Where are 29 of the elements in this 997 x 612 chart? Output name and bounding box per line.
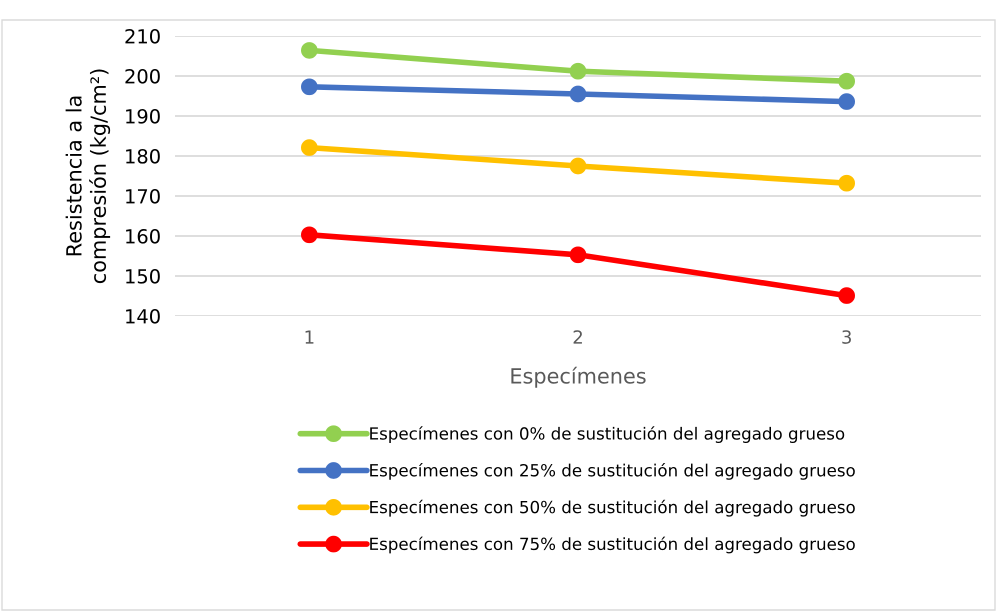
x-tick-label: 3: [842, 330, 851, 344]
point: [570, 62, 586, 80]
point: [570, 246, 586, 264]
legend-label: Especímenes con 25% de sustitución del agregado grueso: [370, 462, 855, 480]
y-tick-label: 200: [125, 68, 160, 84]
point: [838, 72, 855, 90]
point: [838, 287, 855, 304]
legend-label: Especímenes con 50% de sustitución del agregado grueso: [370, 500, 855, 517]
point: [301, 139, 318, 156]
y-axis-title: Resistencia a la compresión (kg/cm²): [66, 70, 110, 284]
point: [838, 174, 855, 192]
y-tick-label: 150: [126, 268, 160, 284]
y-tick-label: 170: [126, 188, 160, 204]
point: [570, 158, 586, 174]
point: [301, 42, 318, 59]
legend-label: Especímenes con 0% de sustitución del agregado grueso: [370, 426, 844, 443]
x-tick-label: 2: [574, 330, 582, 344]
x-tick-label: 1: [306, 330, 314, 344]
y-tick-label: 190: [126, 108, 160, 124]
y-tick-label: 160: [126, 228, 160, 244]
point: [570, 86, 586, 102]
y-tick-label: 180: [126, 148, 160, 164]
y-tick-label: 140: [126, 308, 160, 324]
point: [301, 78, 318, 96]
point: [838, 93, 855, 110]
point: [301, 226, 318, 244]
x-axis-title: Especímenes: [511, 366, 646, 388]
legend-label: Especímenes con 75% de sustitución del agregado grueso: [370, 536, 855, 554]
y-tick-label: 210: [125, 28, 160, 44]
